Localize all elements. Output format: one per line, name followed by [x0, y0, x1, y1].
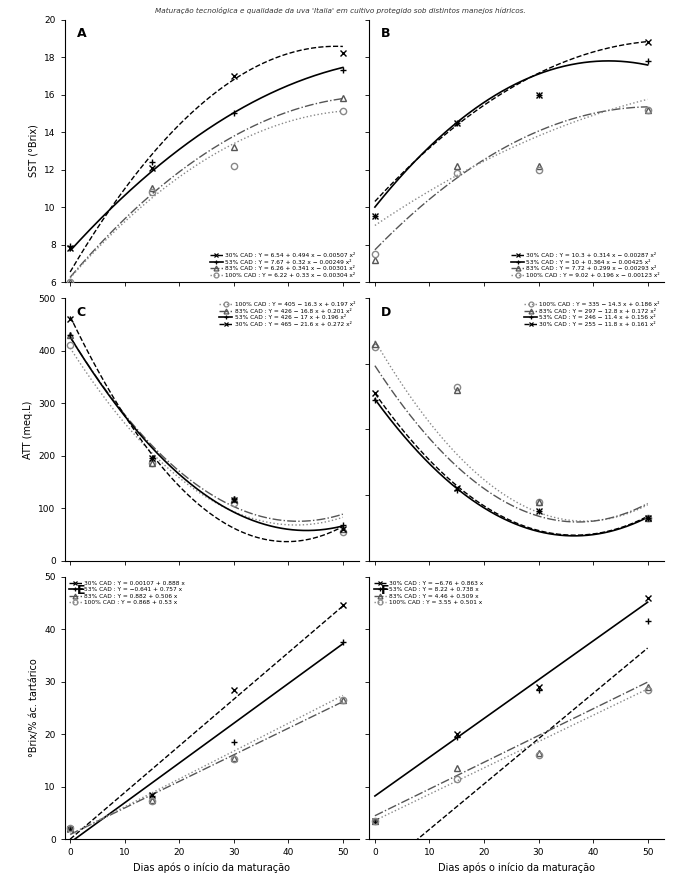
- Text: E: E: [76, 584, 85, 598]
- X-axis label: Dias após o início da maturação: Dias após o início da maturação: [438, 863, 595, 873]
- Y-axis label: ATT (meq.L): ATT (meq.L): [23, 400, 33, 458]
- Y-axis label: °Brix/% ác. tartárico: °Brix/% ác. tartárico: [29, 659, 39, 757]
- X-axis label: Dias após o início da maturação: Dias após o início da maturação: [133, 863, 291, 873]
- Text: B: B: [381, 28, 391, 41]
- Legend: 30% CAD : Y = 10.3 + 0.314 x − 0.00287 x², 53% CAD : Y = 10 + 0.364 x − 0.00425 : 30% CAD : Y = 10.3 + 0.314 x − 0.00287 x…: [510, 252, 661, 279]
- Legend: 30% CAD : Y = −6.76 + 0.863 x, 53% CAD : Y = 8.22 + 0.738 x, 83% CAD : Y = 4.46 : 30% CAD : Y = −6.76 + 0.863 x, 53% CAD :…: [373, 580, 484, 607]
- Legend: 30% CAD : Y = 6.54 + 0.494 x − 0.00507 x², 53% CAD : Y = 7.67 + 0.32 x − 0.00249: 30% CAD : Y = 6.54 + 0.494 x − 0.00507 x…: [208, 252, 356, 279]
- Text: A: A: [76, 28, 86, 41]
- Legend: 100% CAD : Y = 335 − 14.3 x + 0.186 x², 83% CAD : Y = 297 − 12.8 x + 0.172 x², 5: 100% CAD : Y = 335 − 14.3 x + 0.186 x², …: [523, 301, 661, 328]
- Text: F: F: [381, 584, 390, 598]
- Legend: 30% CAD : Y = 0.00107 + 0.888 x, 53% CAD : Y = −0.641 + 0.757 x, 83% CAD : Y = 0: 30% CAD : Y = 0.00107 + 0.888 x, 53% CAD…: [67, 580, 186, 607]
- Text: D: D: [381, 306, 392, 319]
- Text: C: C: [76, 306, 86, 319]
- Text: Maturação tecnológica e qualidade da uva 'Italia' em cultivo protegido sob disti: Maturação tecnológica e qualidade da uva…: [155, 7, 526, 14]
- Y-axis label: SST (°Brix): SST (°Brix): [29, 124, 39, 178]
- Legend: 100% CAD : Y = 405 − 16.3 x + 0.197 x², 83% CAD : Y = 426 − 16.8 x + 0.201 x², 5: 100% CAD : Y = 405 − 16.3 x + 0.197 x², …: [219, 301, 356, 328]
